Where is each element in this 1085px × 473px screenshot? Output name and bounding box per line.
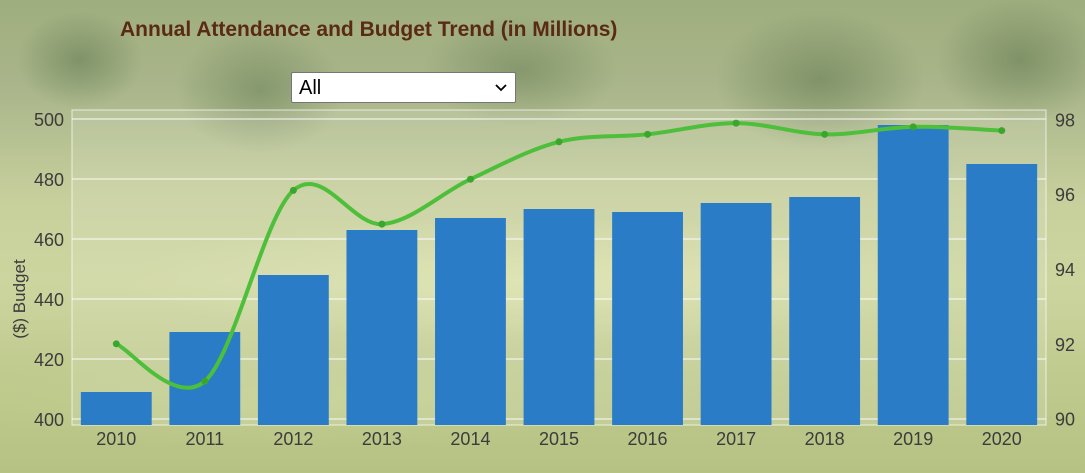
attendance-point-2015 (555, 138, 563, 146)
attendance-point-2017 (732, 119, 740, 127)
y-axis-label: ($) Budget (10, 259, 29, 339)
x-tick-label: 2010 (96, 429, 136, 449)
y2-tick-label: 90 (1055, 410, 1075, 430)
bar-2013 (346, 230, 418, 425)
bar-2019 (877, 125, 949, 425)
y2-tick-label: 92 (1055, 335, 1075, 355)
bar-2016 (612, 212, 683, 425)
x-tick-label: 2018 (805, 429, 845, 449)
y-tick-label: 400 (34, 410, 64, 430)
y2-tick-label: 98 (1055, 110, 1075, 130)
filter-selected-value: All (299, 77, 322, 99)
attendance-line (114, 121, 1004, 390)
bar-2012 (257, 275, 329, 425)
y-tick-label: 440 (34, 290, 64, 310)
y-tick-label: 460 (34, 230, 64, 250)
chevron-down-icon (495, 84, 507, 92)
attendance-point-2018 (821, 130, 829, 138)
x-tick-label: 2020 (982, 429, 1022, 449)
chart-title: Annual Attendance and Budget Trend (in M… (120, 18, 618, 41)
bar-2020 (966, 164, 1038, 425)
y-tick-label: 480 (34, 170, 64, 190)
attendance-point-2012 (289, 186, 297, 194)
bar-2018 (789, 197, 861, 425)
x-tick-label: 2016 (628, 429, 668, 449)
x-tick-label: 2019 (893, 429, 933, 449)
x-tick-label: 2015 (539, 429, 579, 449)
x-tick-label: 2012 (273, 429, 313, 449)
bar-2014 (435, 218, 506, 425)
attendance-point-2014 (466, 175, 474, 183)
bar-2010 (80, 392, 152, 425)
filter-select[interactable]: All (291, 72, 516, 103)
attendance-point-2011 (201, 377, 209, 385)
attendance-point-2020 (998, 127, 1006, 135)
attendance-point-2019 (909, 123, 917, 131)
x-tick-label: 2011 (185, 429, 224, 449)
y-tick-label: 420 (34, 350, 64, 370)
attendance-point-2010 (112, 340, 120, 348)
attendance-point-2013 (378, 220, 386, 228)
bar-2015 (523, 209, 595, 425)
y2-tick-label: 96 (1055, 185, 1075, 205)
y-tick-label: 500 (34, 110, 64, 130)
y2-tick-label: 94 (1055, 260, 1075, 280)
x-tick-label: 2017 (716, 429, 756, 449)
x-tick-label: 2014 (450, 429, 490, 449)
x-tick-label: 2013 (362, 429, 402, 449)
attendance-point-2016 (644, 130, 652, 138)
bar-2017 (700, 203, 772, 425)
